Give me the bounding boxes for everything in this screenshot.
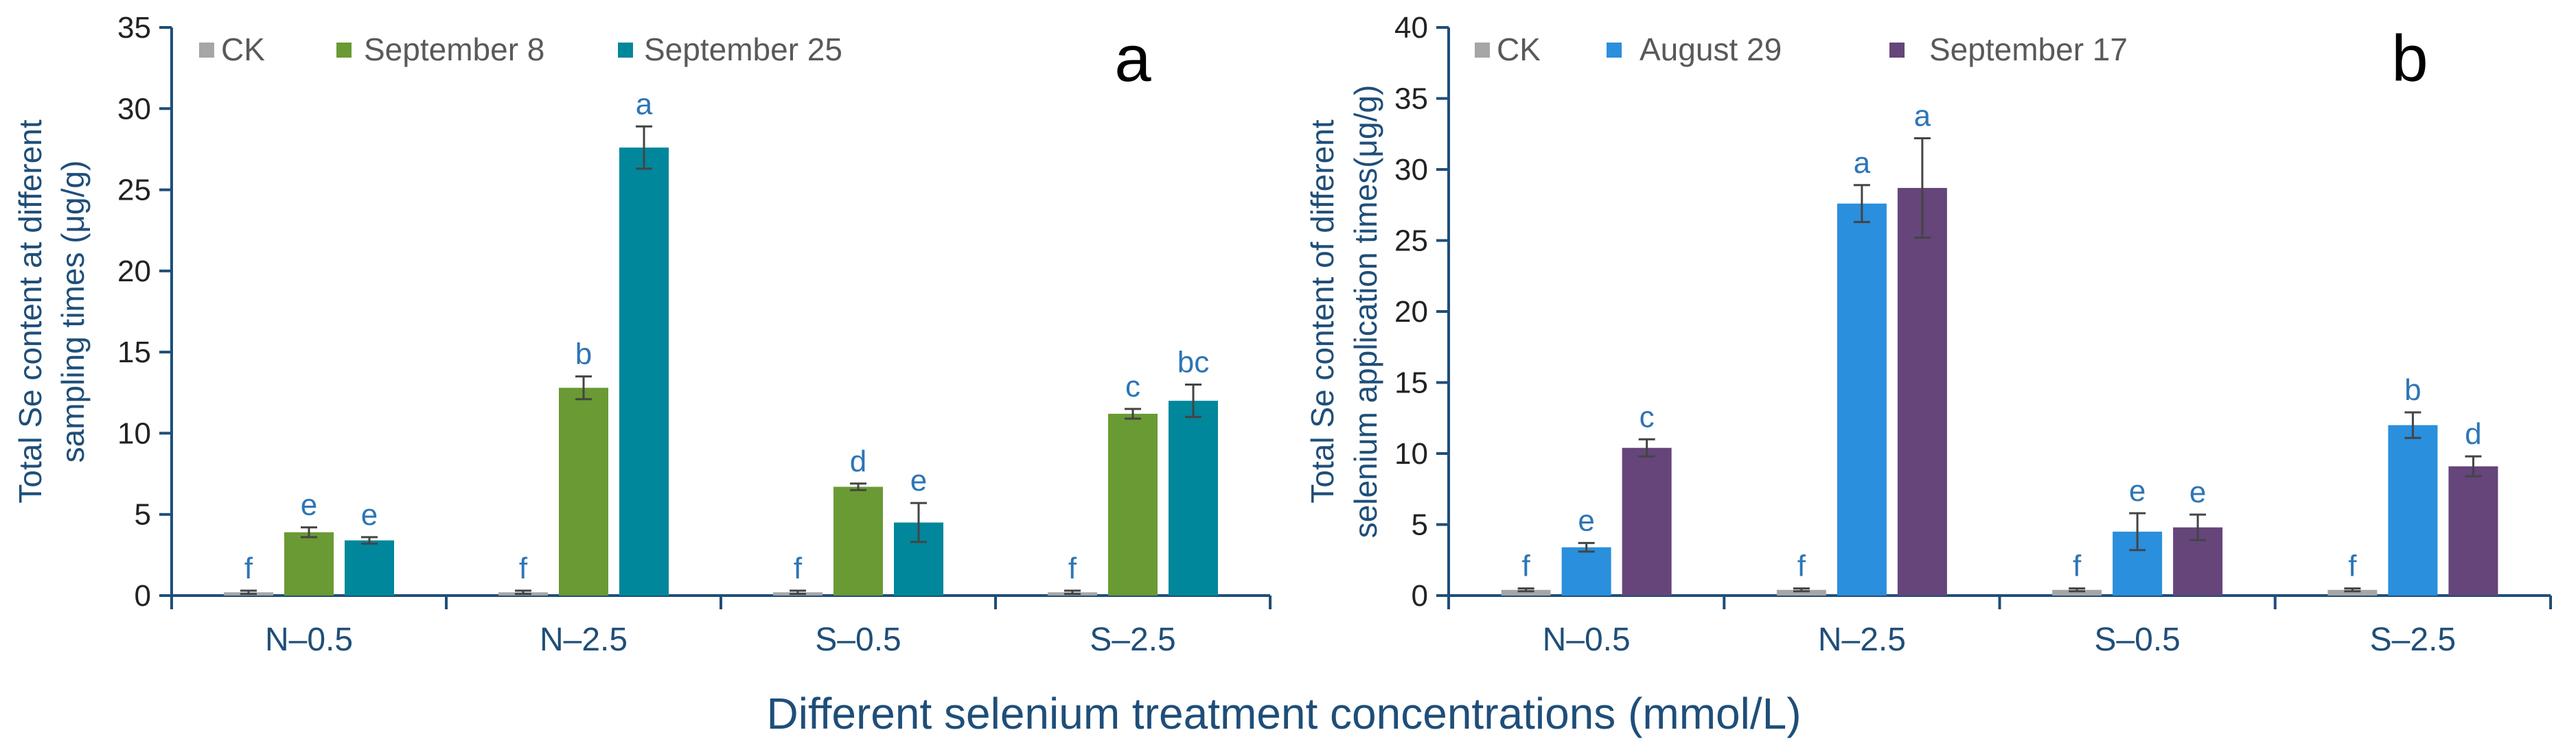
panel-b-legend-swatch [1475,43,1490,58]
panel-a-y-axis-title-line: Total Se content at different [12,119,48,503]
panel-a-y-axis-title-line: sampling times (μg/g) [55,161,91,463]
panel-b-bar [2388,425,2438,596]
panel-b-y-tick-label: 15 [1394,366,1428,400]
panel-a-significance-letter: e [361,498,378,532]
panel-a-x-tick-label: N–0.5 [265,622,353,658]
panel-b-significance-letter: e [2189,475,2206,509]
panel-a-bar [284,532,334,596]
panel-b-y-tick-label: 35 [1394,82,1428,116]
panel-a-bar [345,540,394,596]
panel-b-y-axis-title-line: Total Se content of different [1304,119,1340,503]
panel-b-y-tick-label: 10 [1394,437,1428,471]
panel-b-y-tick-label: 25 [1394,224,1428,258]
panel-b-bar [1776,589,1826,596]
panel-a-legend-swatch [618,43,633,58]
panel-b-significance-letter: e [1578,504,1594,537]
panel-b-significance-letter: b [2404,373,2421,407]
panel-b-bar [2052,589,2102,596]
panel-a-y-tick-label: 15 [117,336,151,369]
panel-b-x-tick-label: S–0.5 [2094,622,2180,658]
panel-a-legend-label: September 25 [644,32,842,67]
panel-a-significance-letter: f [519,552,528,585]
panel-b-significance-letter: d [2465,417,2481,451]
panel-b-significance-letter: f [2073,550,2082,583]
panel-a-legend-swatch [199,43,214,58]
panel-a-x-tick-label: S–2.5 [1090,622,1175,658]
panel-b-label: b [2391,22,2428,95]
panel-b-bar [1622,447,1672,596]
panel-b-legend-label: CK [1497,32,1541,67]
panel-b-y-axis-title-line: selenium application times(μg/g) [1348,85,1383,539]
panel-a-label: a [1114,22,1151,95]
panel-a-x-tick-label: N–2.5 [540,622,628,658]
panel-a-y-tick-label: 25 [117,174,151,207]
panel-b-significance-letter: f [2348,550,2357,583]
panel-b-significance-letter: a [1854,146,1871,180]
panel-b-x-tick-label: S–2.5 [2370,622,2456,658]
panel-a-bar [1169,401,1218,596]
panel-b-bar [1897,187,1947,596]
panel-b-chart: 0 5 10 15 20 25 30 35 40 N–0.5 N–2.5 S–0.5 S–2.5 Tota… [1304,11,2552,658]
panel-a-significance-letter: f [244,552,253,585]
panel-b-legend-swatch [1889,43,1905,58]
panel-a-significance-letter: bc [1177,345,1209,379]
panel-b-legend-label: September 17 [1929,32,2128,67]
panel-b-significance-letter: e [2129,474,2146,508]
panel-a-bar [833,486,883,596]
panel-a-significance-letter: f [1068,552,1077,585]
panel-b-significance-letter: f [1522,550,1531,583]
panel-a-y-tick-label: 0 [135,579,151,613]
panel-a-y-tick-label: 10 [117,416,151,450]
panel-b-y-tick-label: 20 [1394,295,1428,329]
panel-a-significance-letter: a [636,87,653,121]
panel-a-y-tick-label: 30 [117,92,151,126]
panel-b-legend-swatch [1607,43,1622,58]
panel-b-y-tick-label: 0 [1412,579,1428,613]
panel-b-significance-letter: c [1640,400,1655,434]
panel-a-significance-letter: d [850,445,866,478]
panel-b-bar [1837,203,1887,596]
panel-a-legend-label: CK [221,32,265,67]
panel-b-legend-label: August 29 [1640,32,1782,67]
panel-a-significance-letter: e [910,464,927,497]
panel-a-legend-label: September 8 [364,32,544,67]
panel-a-bar [619,148,669,596]
panel-b-x-tick-label: N–0.5 [1543,622,1631,658]
panel-b-significance-letter: a [1914,99,1931,132]
panel-b-bar [2448,466,2498,596]
panel-a-bar [1108,414,1158,596]
panel-a-y-tick-label: 35 [117,11,151,45]
panel-b-y-tick-label: 5 [1412,508,1428,542]
panel-a-significance-letter: f [794,552,803,585]
panel-a-y-tick-label: 20 [117,255,151,288]
panel-a-significance-letter: c [1125,370,1140,403]
panel-b-significance-letter: f [1797,550,1806,583]
panel-b-y-tick-label: 40 [1394,11,1428,45]
panel-a-chart: 0 5 10 15 20 25 30 35 N–0.5 N–2.5 S–0.5 S–2.5 Total … [12,11,1272,658]
figure-x-axis-title: Different selenium treatment concentrati… [767,689,1802,738]
panel-a-significance-letter: b [575,338,592,371]
panel-b-x-tick-label: N–2.5 [1818,622,1906,658]
panel-b-y-tick-label: 30 [1394,153,1428,187]
panel-b-bar [1501,589,1551,596]
panel-b-bar [2327,589,2378,596]
panel-a-x-tick-label: S–0.5 [815,622,901,658]
panel-a-legend-swatch [336,43,352,58]
panel-a-significance-letter: e [301,489,317,522]
panel-b-bar [1561,547,1611,596]
panel-a-bar [559,388,608,596]
panel-a-y-tick-label: 5 [135,498,151,532]
